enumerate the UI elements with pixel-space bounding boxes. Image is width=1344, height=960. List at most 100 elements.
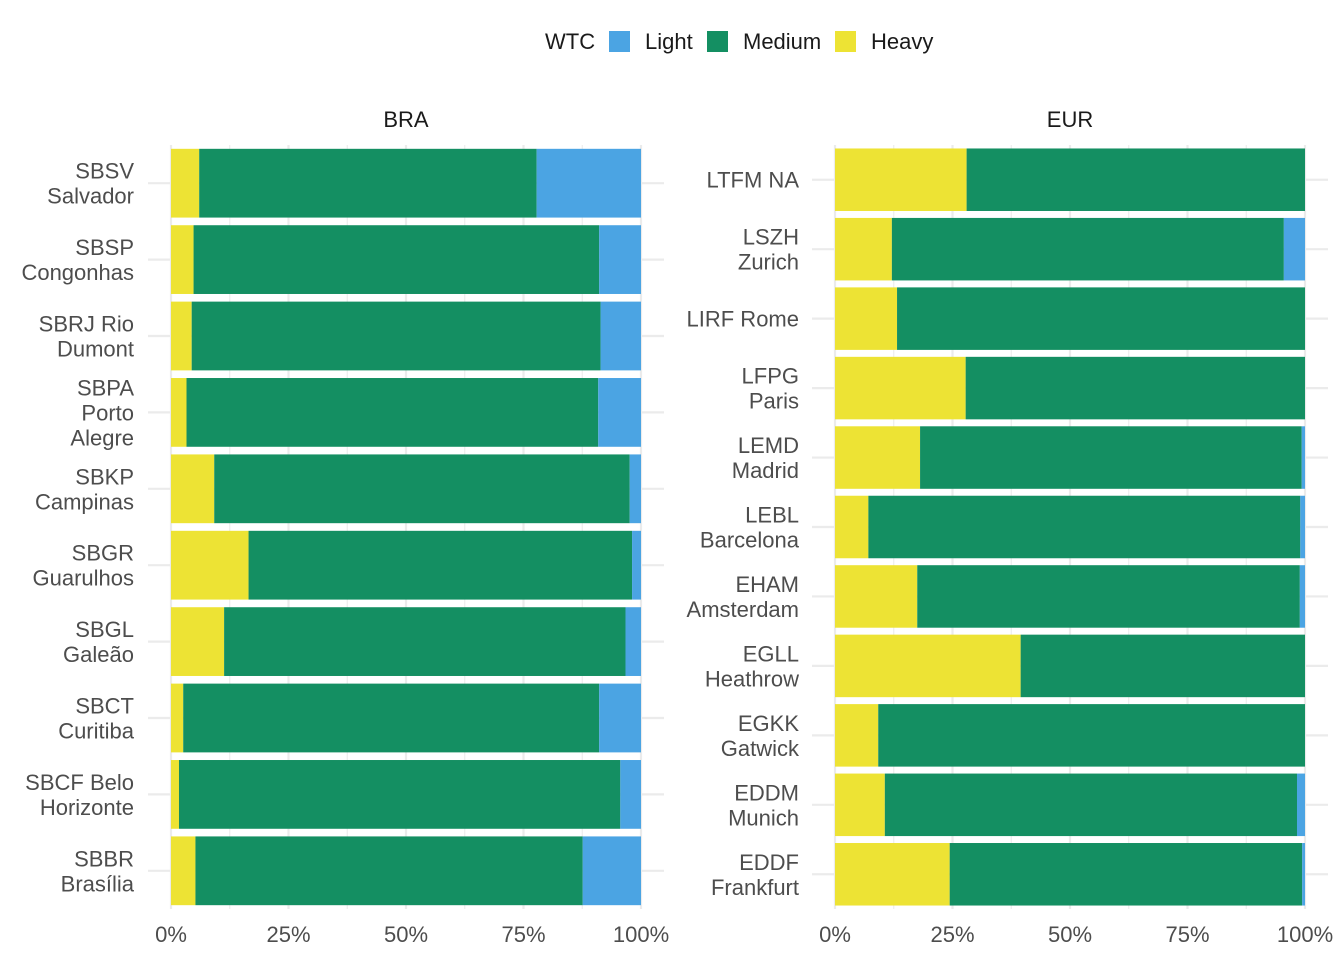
category-label: SBCF Belo Horizonte [25, 770, 134, 820]
x-tick-label: 75% [1165, 922, 1209, 947]
category-label: EGKK Gatwick [721, 711, 800, 761]
x-tick-label: 25% [266, 922, 310, 947]
bar-segment-medium [897, 287, 1305, 350]
bar-segment-heavy [171, 530, 249, 600]
bar-segment-medium [224, 607, 626, 676]
bar-segment-medium [920, 426, 1302, 489]
legend-label-heavy: Heavy [871, 29, 933, 54]
bar-segment-light [1297, 773, 1305, 837]
category-label: EDDF Frankfurt [711, 850, 799, 900]
legend-swatch-medium [707, 31, 728, 52]
bar-segment-medium [186, 378, 599, 447]
legend-swatch-heavy [835, 31, 856, 52]
bar-segment-heavy [835, 495, 869, 559]
category-label: EGLL Heathrow [705, 641, 799, 691]
category-label: SBPA Porto Alegre [70, 375, 134, 450]
bar-segment-medium [178, 760, 621, 829]
category-label: SBSV Salvador [47, 159, 134, 209]
bar-segment-heavy [835, 634, 1021, 698]
facet-title: EUR [1047, 107, 1093, 132]
bar-segment-light [1283, 217, 1305, 281]
bar-segment-light [1300, 495, 1305, 559]
bar-segment-light [600, 301, 641, 371]
category-label: SBBR Brasília [61, 846, 135, 896]
category-label: SBGR Guarulhos [32, 541, 134, 591]
bar-segment-medium [193, 225, 600, 294]
bar-segment-heavy [171, 148, 200, 218]
bar-segment-light [629, 454, 641, 524]
bar-segment-medium [199, 148, 537, 218]
bar-segment-medium [183, 683, 600, 753]
bar-segment-light [1302, 843, 1305, 906]
bar-segment-heavy [171, 378, 187, 447]
bar-segment-medium [195, 836, 583, 906]
category-label: SBKP Campinas [35, 464, 134, 514]
bar-segment-medium [891, 217, 1284, 281]
bar-segment-medium [868, 495, 1301, 559]
bar-segment-light [620, 760, 641, 829]
bar-segment-heavy [171, 225, 194, 294]
category-label: SBRJ Rio Dumont [39, 312, 134, 362]
bar-segment-heavy [835, 565, 918, 628]
bar-segment-heavy [171, 836, 196, 906]
category-label: SBCT Curitiba [58, 694, 135, 744]
x-tick-label: 100% [1277, 922, 1333, 947]
bar-segment-light [599, 683, 641, 753]
legend-title: WTC [545, 29, 595, 54]
legend: WTC Light Medium Heavy [545, 29, 933, 54]
facets: BRA SBSV Salvador SBSP Congonhas SBRJ Rio Dumo… [21, 107, 1333, 947]
bar-segment-heavy [835, 843, 950, 906]
bar-segment-medium [191, 301, 601, 371]
category-label: EHAM Amsterdam [687, 572, 799, 622]
category-label: SBGL Galeão [63, 617, 134, 667]
bar-segment-heavy [835, 356, 966, 420]
category-label: LEMD Madrid [732, 433, 799, 483]
bar-segment-medium [965, 356, 1305, 420]
bar-segment-heavy [835, 704, 879, 767]
bar-segment-heavy [835, 773, 885, 837]
category-label: LSZH Zurich [738, 225, 799, 275]
bar-segment-medium [917, 565, 1300, 628]
category-label: EDDM Munich [728, 780, 799, 830]
bar-segment-medium [248, 530, 633, 600]
bar-segment-heavy [171, 683, 184, 753]
legend-label-medium: Medium [743, 29, 821, 54]
bar-segment-medium [949, 843, 1303, 906]
x-tick-label: 100% [613, 922, 669, 947]
panel-eur: EUR LTFM NA LSZH Zurich LIRF Rome LFPG Paris LE… [687, 107, 1334, 947]
bar-segment-medium [1020, 634, 1305, 698]
category-label: SBSP Congonhas [21, 235, 134, 285]
bar-segment-light [632, 530, 641, 600]
legend-swatch-light [609, 31, 630, 52]
bar-segment-light [582, 836, 641, 906]
bar-segment-heavy [171, 760, 179, 829]
bar-segment-heavy [171, 607, 225, 676]
bar-segment-medium [878, 704, 1305, 767]
x-tick-label: 25% [930, 922, 974, 947]
legend-label-light: Light [645, 29, 693, 54]
bar-segment-heavy [835, 426, 921, 489]
bar-segment-heavy [171, 454, 215, 524]
panel-bra: BRA SBSV Salvador SBSP Congonhas SBRJ Rio Dumo… [21, 107, 669, 947]
x-tick-label: 50% [384, 922, 428, 947]
bar-segment-light [1301, 426, 1305, 489]
bar-segment-medium [884, 773, 1298, 837]
x-tick-label: 0% [155, 922, 187, 947]
category-label: LTFM NA [707, 168, 800, 193]
bar-segment-heavy [835, 148, 967, 211]
category-label: LFPG Paris [742, 364, 799, 414]
bar-segment-heavy [171, 301, 192, 371]
x-tick-label: 75% [501, 922, 545, 947]
bar-segment-medium [214, 454, 630, 524]
bar-segment-heavy [835, 287, 898, 350]
bar-segment-light [1299, 565, 1305, 628]
bar-segment-medium [966, 148, 1305, 211]
x-tick-label: 0% [819, 922, 851, 947]
x-tick-label: 50% [1048, 922, 1092, 947]
category-label: LEBL Barcelona [700, 503, 800, 553]
bar-segment-heavy [835, 217, 892, 281]
bar-segment-light [599, 225, 641, 294]
bar-segment-light [598, 378, 641, 447]
bar-segment-light [536, 148, 641, 218]
